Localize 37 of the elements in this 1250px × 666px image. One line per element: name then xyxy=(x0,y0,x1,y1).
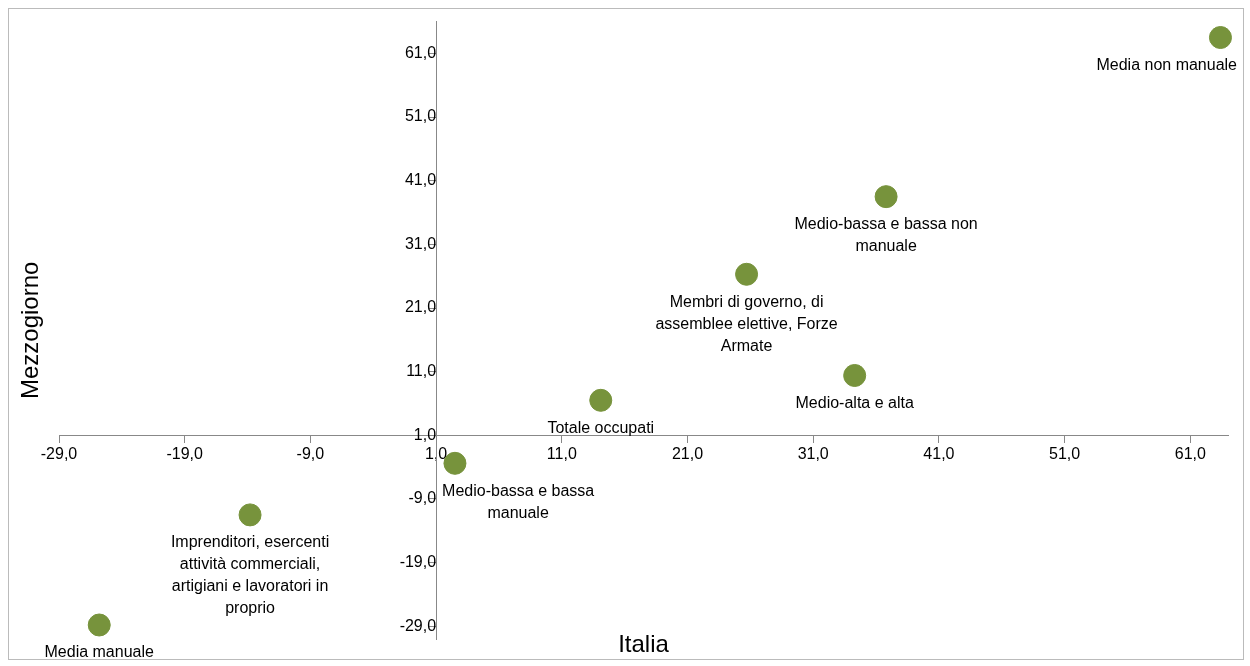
annotation: Media non manuale xyxy=(1096,55,1238,73)
point xyxy=(843,363,867,387)
y-tick-label: 1,0 xyxy=(413,425,437,443)
point xyxy=(87,613,111,637)
point xyxy=(1208,26,1232,50)
annotation: Totale occupati xyxy=(547,418,655,436)
point xyxy=(735,262,759,286)
y-tick-label: 11,0 xyxy=(406,362,437,380)
y-tick-label: -19,0 xyxy=(399,553,437,571)
x-tick-label: 41,0 xyxy=(923,445,955,463)
annotation: Imprenditori, esercenti attività commerciali, artigiani e lavoratori in proprio xyxy=(170,533,330,617)
annotation: Medio-bassa e bassa non manuale xyxy=(794,215,978,255)
y-tick-label: 51,0 xyxy=(404,107,437,125)
x-tick-label: 51,0 xyxy=(1049,445,1081,463)
y-axis-title: Mezzogiorno xyxy=(15,261,43,399)
annotation: Media manuale xyxy=(44,643,155,661)
x-tick-label: -19,0 xyxy=(166,445,204,463)
point xyxy=(238,503,262,527)
x-tick-label: 11,0 xyxy=(546,445,577,463)
annotation: Membri di governo, di assemblee elettive, Forze Armate xyxy=(655,292,838,354)
y-tick-label: -9,0 xyxy=(408,489,437,507)
point xyxy=(874,185,898,209)
annotation: Medio-alta e alta xyxy=(795,393,914,411)
y-tick-label: 21,0 xyxy=(404,298,437,316)
x-axis-title: Italia xyxy=(618,629,670,657)
x-tick-label: -9,0 xyxy=(296,445,325,463)
x-tick-label: 61,0 xyxy=(1174,445,1206,463)
x-tick-label: -29,0 xyxy=(40,445,78,463)
y-tick-label: 41,0 xyxy=(404,171,437,189)
y-tick-label: -29,0 xyxy=(399,616,437,634)
y-tick-label: 61,0 xyxy=(404,43,437,61)
annotation: Medio-bassa e bassa manuale xyxy=(442,481,595,521)
y-tick-label: 31,0 xyxy=(404,234,437,252)
point xyxy=(589,388,613,412)
x-tick-label: 21,0 xyxy=(671,445,704,463)
x-tick-label: 31,0 xyxy=(797,445,829,463)
x-tick-label: 1,0 xyxy=(424,445,448,463)
